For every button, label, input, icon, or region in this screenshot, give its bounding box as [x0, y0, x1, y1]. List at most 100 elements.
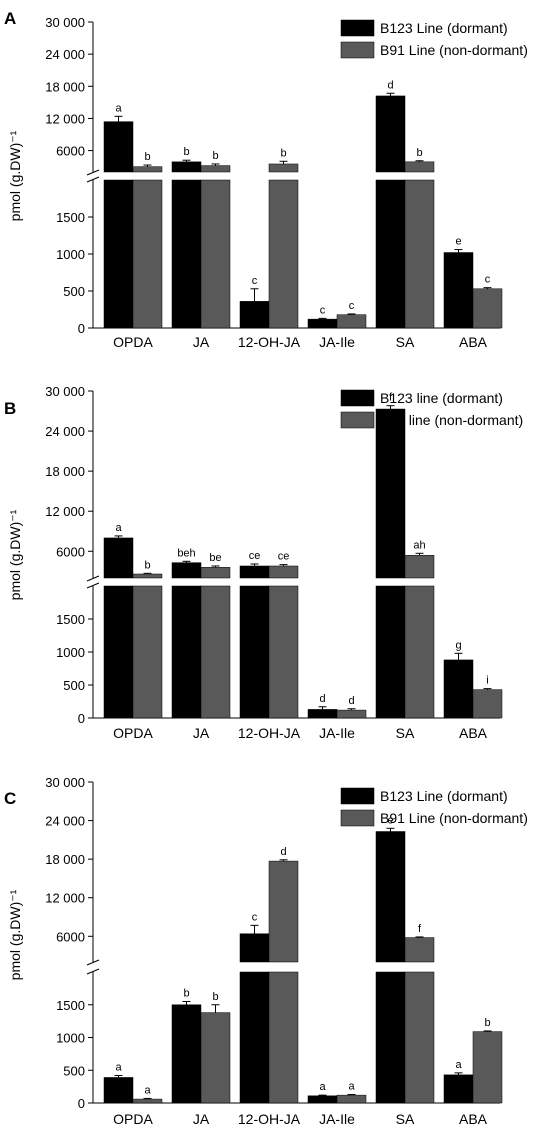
x-tick-label: JA: [193, 334, 210, 350]
significance-label: i: [486, 675, 488, 687]
x-tick-label: ABA: [459, 725, 488, 741]
bar-dormant-12-oh-ja-upper: [239, 565, 270, 579]
bar-nondormant-aba: [472, 689, 503, 719]
bar-dormant-sa-lower: [375, 971, 406, 1104]
bar-dormant-aba: [443, 252, 474, 329]
significance-label: a: [144, 1084, 151, 1096]
legend-swatch: [340, 809, 375, 827]
significance-label: d: [280, 846, 286, 858]
y-axis-label: pmol (g.DW)⁻¹: [7, 889, 23, 980]
bar-dormant-ja-ile: [307, 709, 338, 719]
bar-dormant-sa-upper: [375, 408, 406, 579]
y-tick-label: 30 000: [45, 15, 85, 30]
bar-nondormant-ja-ile: [336, 1094, 367, 1104]
axis-break-mark: [86, 959, 100, 966]
y-tick-label: 18 000: [45, 852, 85, 867]
panel-letter: C: [4, 789, 16, 808]
y-tick-label: 24 000: [45, 424, 85, 439]
bar-nondormant-sa-lower: [404, 585, 435, 719]
y-tick-label: 500: [63, 678, 85, 693]
bar-dormant-ja-lower: [171, 585, 202, 719]
legend-swatch: [340, 19, 375, 37]
y-tick-label: 6000: [56, 144, 85, 159]
significance-label: a: [115, 1061, 122, 1073]
bar-nondormant-ja-ile: [336, 314, 367, 329]
x-tick-label: OPDA: [113, 334, 153, 350]
bar-nondormant-aba: [472, 288, 503, 329]
significance-label: d: [319, 693, 325, 705]
panel-letter: A: [4, 9, 16, 28]
significance-label: c: [320, 304, 326, 316]
significance-label: b: [416, 147, 422, 159]
significance-label: e: [455, 236, 461, 248]
y-tick-label: 24 000: [45, 814, 85, 829]
x-tick-label: SA: [396, 334, 415, 350]
bar-dormant-ja-upper: [171, 562, 202, 579]
bar-dormant-opda-lower: [103, 179, 134, 329]
x-tick-label: JA: [193, 1111, 210, 1127]
y-tick-label: 0: [78, 321, 85, 336]
bar-dormant-ja: [171, 1004, 202, 1104]
significance-label: c: [252, 275, 258, 287]
bar-dormant-sa-upper: [375, 831, 406, 963]
bar-dormant-12-oh-ja-lower: [239, 585, 270, 719]
significance-label: c: [485, 274, 491, 286]
x-tick-label: JA-Ile: [319, 334, 355, 350]
y-tick-label: 1500: [56, 612, 85, 627]
bar-dormant-aba: [443, 1074, 474, 1104]
legend-entry: B91 Line (non-dormant): [380, 42, 528, 58]
bar-dormant-opda-upper: [103, 121, 134, 173]
significance-label: c: [252, 911, 258, 923]
y-tick-label: 1000: [56, 1031, 85, 1046]
significance-label: b: [280, 147, 286, 159]
bar-dormant-sa-upper: [375, 95, 406, 173]
significance-label: c: [349, 300, 355, 312]
x-tick-label: 12-OH-JA: [238, 725, 301, 741]
significance-label: d: [387, 79, 393, 91]
x-tick-label: SA: [396, 1111, 415, 1127]
x-tick-label: JA: [193, 725, 210, 741]
bar-nondormant-opda-lower: [132, 585, 163, 719]
y-tick-label: 18 000: [45, 464, 85, 479]
axis-break-mark: [86, 968, 100, 975]
y-tick-label: 500: [63, 284, 85, 299]
x-tick-label: OPDA: [113, 1111, 153, 1127]
y-tick-label: 500: [63, 1063, 85, 1078]
significance-label: d: [348, 695, 354, 707]
bar-dormant-opda: [103, 1077, 134, 1104]
significance-label: b: [183, 146, 189, 158]
significance-label: be: [209, 552, 221, 564]
significance-label: a: [115, 102, 122, 114]
axis-break-mark: [86, 575, 100, 582]
bar-dormant-ja-ile: [307, 318, 338, 329]
significance-label: a: [115, 522, 122, 534]
significance-label: ce: [278, 551, 290, 563]
bar-nondormant-sa-lower: [404, 971, 435, 1104]
significance-label: ce: [249, 550, 261, 562]
significance-label: a: [455, 1059, 462, 1071]
legend-entry: B123 Line (dormant): [380, 788, 508, 804]
x-tick-label: JA-Ile: [319, 725, 355, 741]
axis-break-mark: [86, 582, 100, 589]
y-tick-label: 1000: [56, 645, 85, 660]
y-tick-label: 1500: [56, 998, 85, 1013]
bar-nondormant-sa-lower: [404, 179, 435, 329]
y-tick-label: 12 000: [45, 504, 85, 519]
bar-dormant-12-oh-ja-upper: [239, 933, 270, 963]
bar-nondormant-sa-upper: [404, 937, 435, 963]
significance-label: f: [389, 392, 393, 404]
y-tick-label: 12 000: [45, 891, 85, 906]
y-tick-label: 18 000: [45, 79, 85, 94]
bar-nondormant-12-oh-ja-upper: [268, 860, 299, 963]
bar-dormant-12-oh-ja: [239, 301, 270, 329]
legend-entry: B123 line (dormant): [380, 390, 503, 406]
legend-swatch: [340, 389, 375, 407]
y-tick-label: 0: [78, 711, 85, 726]
bar-nondormant-aba: [472, 1031, 503, 1104]
bar-nondormant-ja-upper: [200, 165, 231, 173]
significance-label: b: [144, 559, 150, 571]
x-tick-label: 12-OH-JA: [238, 1111, 301, 1127]
